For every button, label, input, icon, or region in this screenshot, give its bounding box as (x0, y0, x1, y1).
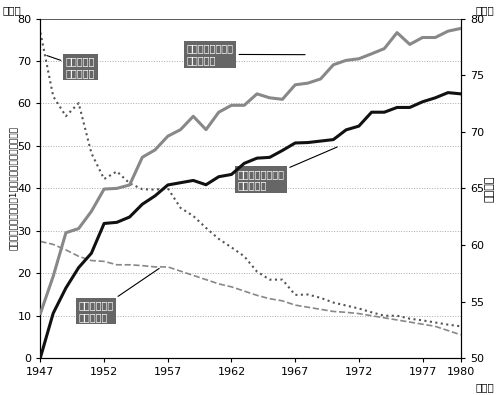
Text: 平均寸命（男性）
（右目盛）: 平均寸命（男性） （右目盛） (238, 147, 337, 190)
Text: （人）: （人） (2, 5, 22, 15)
Y-axis label: 平均寸命: 平均寸命 (484, 175, 494, 201)
Text: （年）: （年） (476, 382, 494, 392)
Text: 平均寸命（女性）
（右目盛）: 平均寸命（女性） （右目盛） (187, 43, 305, 65)
Text: 乳児死亡率
（左目盛）: 乳児死亡率 （左目盛） (47, 56, 96, 78)
Text: （歳）: （歳） (476, 5, 494, 15)
Text: 新生児死亡率
（左目盛）: 新生児死亡率 （左目盛） (78, 269, 159, 322)
Y-axis label: 乳児・新生児死亡率（1０００人あたりの死亡数）: 乳児・新生児死亡率（1０００人あたりの死亡数） (8, 126, 18, 250)
